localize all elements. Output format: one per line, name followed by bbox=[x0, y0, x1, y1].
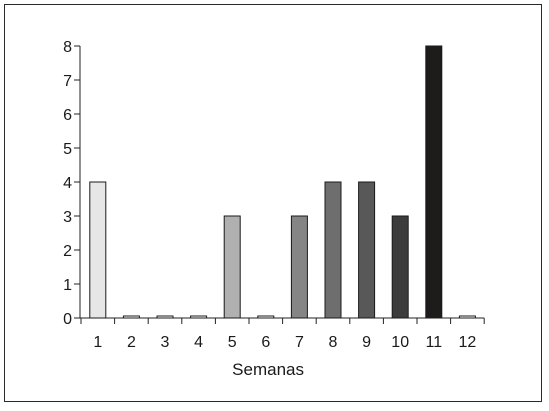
bar-week-7 bbox=[290, 215, 308, 319]
y-tick-label: 5 bbox=[63, 141, 72, 158]
y-tick-label: 2 bbox=[63, 243, 72, 260]
x-tick-label: 6 bbox=[261, 334, 270, 351]
x-tick-label: 8 bbox=[329, 334, 338, 351]
x-tick-label: 12 bbox=[459, 334, 477, 351]
x-tick-label: 11 bbox=[425, 334, 442, 351]
x-tick-label: 10 bbox=[391, 334, 409, 351]
bar-week-6 bbox=[257, 315, 275, 319]
chart-frame bbox=[4, 4, 542, 402]
bar-week-1 bbox=[89, 181, 107, 319]
y-axis: 0 1 2 3 4 5 6 7 8 bbox=[63, 39, 81, 328]
bar-week-10 bbox=[391, 215, 409, 319]
bar-week-11 bbox=[425, 45, 443, 319]
y-tick-label: 1 bbox=[63, 277, 72, 294]
x-tick-label: 9 bbox=[362, 334, 371, 351]
bar-week-12 bbox=[458, 315, 476, 319]
bar-week-3 bbox=[156, 315, 174, 319]
y-tick-label: 4 bbox=[63, 175, 72, 192]
bars bbox=[89, 45, 476, 319]
bar-week-2 bbox=[122, 315, 140, 319]
bar-week-9 bbox=[358, 181, 376, 319]
x-tick-label: 5 bbox=[228, 334, 237, 351]
x-tick-label: 3 bbox=[161, 334, 170, 351]
y-tick-label: 6 bbox=[63, 107, 72, 124]
y-tick-label: 7 bbox=[63, 73, 72, 90]
bar-week-4 bbox=[190, 315, 208, 319]
bar-week-5 bbox=[223, 215, 241, 319]
bar-week-8 bbox=[324, 181, 342, 319]
x-axis: 1 2 3 4 5 6 7 8 9 10 11 12 bbox=[80, 317, 485, 351]
y-tick-label: 8 bbox=[63, 39, 72, 56]
x-tick-label: 4 bbox=[194, 334, 203, 351]
y-tick-label: 0 bbox=[63, 311, 72, 328]
x-tick-label: 7 bbox=[295, 334, 304, 351]
x-axis-title: Semanas bbox=[232, 360, 304, 379]
x-tick-label: 1 bbox=[93, 334, 102, 351]
x-tick-label: 2 bbox=[127, 334, 136, 351]
y-tick-label: 3 bbox=[63, 209, 72, 226]
